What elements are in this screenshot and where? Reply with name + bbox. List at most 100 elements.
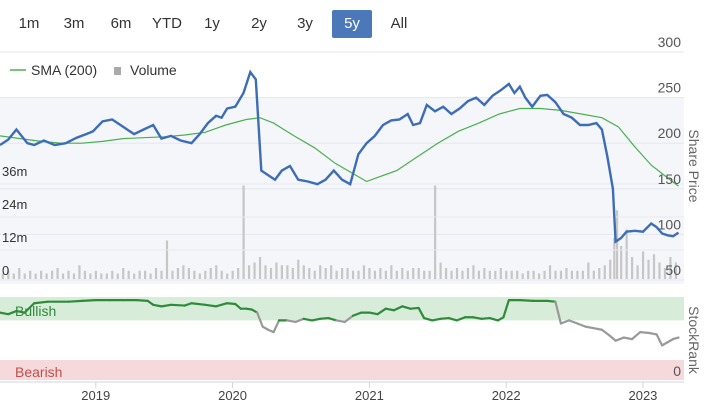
price-panel: 36m 24m 12m 0 300 250 200 150 100 50 Share Price [0,34,702,284]
volume-bar [12,273,15,279]
stockrank-segment [647,331,658,336]
range-button-2y[interactable]: 2y [251,15,267,32]
stockrank-segment [286,319,297,324]
stockrank-segment [234,302,242,310]
stockrank-segment [335,319,346,324]
volume-bar [379,268,382,279]
stockrank-segment [23,302,36,314]
volume-bar [357,270,360,279]
stockrank-segment [392,305,404,312]
volume-bar [67,270,70,279]
volume-bar [620,246,623,279]
volume-bar [554,270,557,279]
volume-bar [499,268,502,279]
volume-bar [647,259,650,279]
x-tick-label: 2020 [218,388,247,402]
volume-bar [242,185,245,279]
legend-volume-swatch [114,67,121,75]
range-button-3y[interactable]: 3y [297,15,313,32]
volume-bar [204,270,207,279]
volume-bar [220,270,223,279]
price-tick-labels: 300 250 200 150 100 50 [658,34,682,278]
stockrank-segment [546,299,557,303]
stockrank-segment [502,299,510,319]
volume-bar [138,270,141,279]
range-button-3m[interactable]: 3m [63,15,85,32]
stockrank-segment [472,316,483,320]
volume-bar [1,273,4,279]
volume-bar [324,268,327,279]
stockrank-segment [160,303,173,308]
range-button-5y[interactable]: 5y [332,10,372,38]
stockrank-segment [455,316,467,322]
volume-bars [1,185,677,279]
volume-bar [116,273,119,279]
stockrank-segment [15,309,26,314]
price-tick-label: 50 [665,262,681,278]
volume-bar [335,270,338,279]
volume-bar [286,265,289,279]
range-button-all[interactable]: All [390,15,408,32]
volume-bar [100,273,103,279]
range-button-1y[interactable]: 1y [204,15,220,32]
volume-bar [198,273,201,279]
volume-bar [341,268,344,279]
bearish-label: Bearish [15,364,62,380]
volume-bar [351,270,355,279]
stockrank-segment [592,327,604,331]
volume-bar [297,259,300,279]
price-tick-label: 200 [658,125,682,141]
bearish-zone [0,360,684,380]
stockrank-segment [7,309,18,316]
range-button-6m[interactable]: 6m [110,15,132,32]
stockrank-segment [376,307,387,316]
price-gridlines [0,51,684,281]
volume-bar [417,268,420,279]
volume-bar [510,270,513,279]
volume-bar [428,270,431,279]
stockrank-segment [327,316,338,322]
stockrank-axis-title: StockRank [686,306,702,375]
volume-bar [61,273,65,279]
range-button-ytd[interactable]: YTD [152,15,182,32]
volume-bar [171,270,174,279]
volume-bar [581,270,584,279]
price-tick-label: 100 [658,216,682,232]
volume-bar [40,270,43,279]
volume-bar [521,273,524,279]
volume-bar [160,270,163,279]
volume-bar [559,270,563,279]
stockrank-segment [576,322,587,328]
volume-bar [330,265,333,279]
stockrank-segment [614,336,625,342]
range-button-1m[interactable]: 1m [18,15,40,32]
volume-bar [450,270,453,279]
stockrank-segment [152,303,163,308]
volume-bar [154,268,158,279]
volume-bar [237,268,240,279]
volume-bar [543,270,546,279]
stockrank-tick-label: 0 [673,363,681,379]
volume-bar [674,262,677,279]
stockrank-segment [215,302,229,308]
volume-bar [362,265,366,279]
stockrank-line [0,299,680,347]
volume-tick-label: 36m [2,164,27,179]
volume-bar [669,257,672,279]
stockrank-segment [559,319,571,325]
volume-bar [302,265,305,279]
volume-bar [247,265,251,279]
stockrank-segment [480,316,491,320]
volume-bar [603,265,606,279]
volume-tick-label: 24m [2,197,27,212]
volume-bar [253,262,256,279]
volume-bar [176,268,180,279]
volume-bar [390,265,393,279]
volume-bar [275,262,278,279]
volume-bar [373,270,377,279]
volume-bar [598,268,601,279]
volume-bar [226,273,229,279]
volume-bar [122,268,125,279]
stockrank-panel: Bullish Bearish 0 StockRank [0,297,702,380]
